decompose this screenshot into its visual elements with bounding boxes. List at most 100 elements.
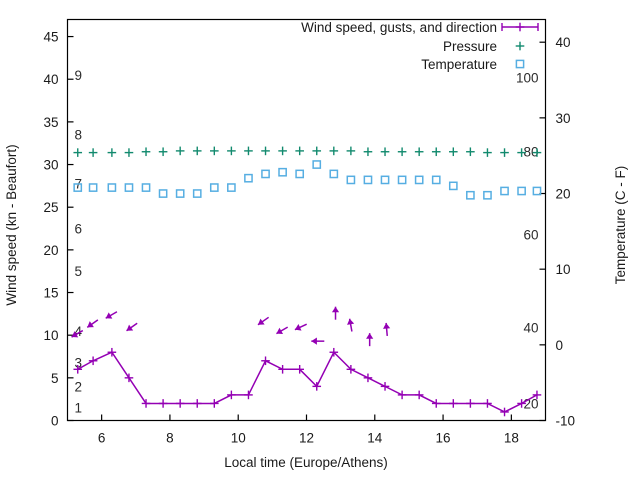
legend-label-2: Temperature bbox=[421, 57, 497, 72]
series-pressure bbox=[73, 146, 542, 157]
y2-tick-label-30: 30 bbox=[556, 111, 571, 126]
wind-arrow bbox=[86, 319, 99, 328]
wind-arrow bbox=[347, 318, 355, 332]
square-marker bbox=[466, 190, 475, 200]
beaufort-label-9: 9 bbox=[75, 68, 83, 83]
square-marker bbox=[515, 59, 525, 69]
square-marker bbox=[312, 160, 322, 169]
wind-arrow bbox=[383, 322, 391, 336]
square-marker bbox=[227, 183, 236, 192]
square-marker bbox=[532, 186, 542, 196]
square-marker bbox=[278, 167, 287, 177]
arrow-head bbox=[311, 337, 317, 345]
arrow-head bbox=[294, 324, 302, 331]
y2-tick-label-10: 10 bbox=[556, 262, 571, 277]
y-tick-label-15: 15 bbox=[43, 286, 58, 301]
beaufort-label-5: 5 bbox=[75, 264, 83, 279]
y-tick-label-0: 0 bbox=[51, 414, 59, 429]
y2-tick-label-20: 20 bbox=[556, 187, 571, 202]
x-tick-label-8: 8 bbox=[166, 431, 174, 446]
square-marker bbox=[363, 175, 373, 185]
y-tick-label-40: 40 bbox=[43, 72, 58, 87]
arrow-head bbox=[105, 312, 113, 319]
square-marker bbox=[380, 175, 390, 185]
square-marker bbox=[414, 175, 424, 185]
fahrenheit-label-80: 80 bbox=[523, 145, 538, 160]
y-axis-left-title: Wind speed (kn - Beaufort) bbox=[4, 144, 19, 305]
square-marker bbox=[261, 169, 270, 179]
wind-arrow bbox=[294, 323, 307, 331]
square-marker bbox=[431, 175, 441, 185]
wind-arrow bbox=[105, 311, 118, 319]
wind-arrow bbox=[331, 306, 340, 320]
y2-tick-label-40: 40 bbox=[556, 35, 571, 50]
y-tick-label-5: 5 bbox=[51, 371, 59, 386]
square-marker bbox=[329, 169, 339, 179]
square-marker bbox=[209, 183, 219, 192]
x-tick-label-12: 12 bbox=[299, 431, 314, 446]
wind-arrow bbox=[257, 316, 270, 326]
x-tick-label-10: 10 bbox=[231, 431, 246, 446]
arrow-head bbox=[87, 321, 94, 328]
square-marker bbox=[192, 189, 202, 198]
y-axis-left-ticks: 0 5 10 15 20 25 30 35 40 45 bbox=[43, 30, 74, 429]
y-tick-label-25: 25 bbox=[43, 200, 58, 215]
wind-arrow bbox=[126, 322, 138, 332]
y-tick-label-35: 35 bbox=[43, 115, 58, 130]
square-marker bbox=[517, 186, 526, 196]
beaufort-label-3: 3 bbox=[75, 355, 83, 370]
wind-arrow bbox=[276, 326, 289, 335]
square-marker bbox=[483, 190, 492, 200]
arrow-head bbox=[347, 318, 355, 325]
legend-label-1: Pressure bbox=[443, 39, 497, 54]
square-marker bbox=[175, 189, 185, 198]
square-marker bbox=[397, 175, 407, 185]
x-axis-title: Local time (Europe/Athens) bbox=[224, 455, 388, 470]
fahrenheit-label-60: 60 bbox=[523, 228, 538, 243]
y-axis-right-title: Temperature (C - F) bbox=[613, 166, 628, 285]
wind-arrow bbox=[71, 329, 84, 338]
fahrenheit-label-40: 40 bbox=[523, 321, 538, 336]
x-tick-label-16: 16 bbox=[436, 431, 451, 446]
arrow-head bbox=[71, 331, 79, 338]
beaufort-label-2: 2 bbox=[75, 379, 83, 394]
beaufort-label-1: 1 bbox=[75, 401, 83, 416]
chart-legend: Wind speed, gusts, and direction Pressure… bbox=[301, 20, 539, 72]
square-marker bbox=[73, 183, 83, 192]
square-marker bbox=[500, 186, 509, 196]
square-marker bbox=[124, 183, 134, 192]
series-wind-speed bbox=[73, 347, 542, 417]
square-marker bbox=[158, 189, 168, 198]
arrow-head bbox=[366, 333, 374, 339]
y-tick-label-45: 45 bbox=[43, 30, 58, 45]
y-tick-label-10: 10 bbox=[43, 328, 58, 343]
square-marker bbox=[295, 169, 305, 179]
y-tick-label-20: 20 bbox=[43, 243, 58, 258]
arrow-head bbox=[276, 327, 284, 334]
x-tick-label-14: 14 bbox=[367, 431, 383, 446]
square-marker bbox=[141, 183, 151, 192]
square-marker bbox=[107, 183, 117, 192]
plot-border bbox=[66, 18, 547, 422]
wind-arrow bbox=[311, 337, 325, 345]
series-temperature bbox=[73, 160, 542, 200]
arrow-head bbox=[257, 318, 265, 325]
beaufort-label-8: 8 bbox=[75, 128, 83, 143]
y2-tick-label-0: 0 bbox=[556, 338, 564, 353]
arrow-head bbox=[331, 306, 340, 313]
arrow-head bbox=[126, 324, 134, 331]
square-marker bbox=[88, 183, 98, 192]
x-tick-label-18: 18 bbox=[504, 431, 519, 446]
wind-arrow bbox=[366, 333, 374, 347]
y-axis-right-ticks: -10 0 10 20 30 40 bbox=[539, 35, 576, 429]
fahrenheit-label-100: 100 bbox=[516, 71, 539, 86]
wind-direction-arrows bbox=[71, 306, 391, 347]
y2-tick-label--10: -10 bbox=[556, 414, 576, 429]
y-tick-label-30: 30 bbox=[43, 158, 58, 173]
square-marker bbox=[346, 175, 356, 185]
plot-frame bbox=[66, 18, 547, 422]
x-tick-label-6: 6 bbox=[98, 431, 106, 446]
